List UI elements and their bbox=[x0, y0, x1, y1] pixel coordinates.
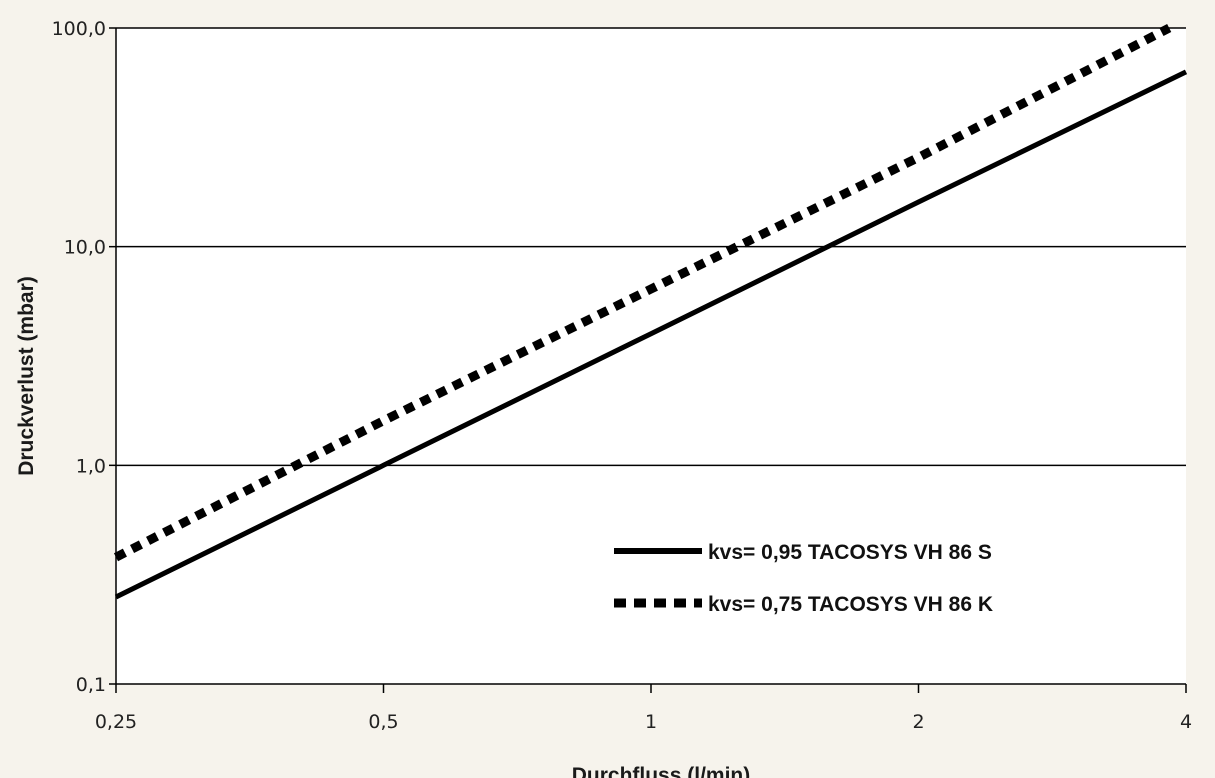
y-tick-label-3: 100,0 bbox=[52, 18, 106, 40]
x-tick-label-0: 0,25 bbox=[95, 711, 137, 733]
y-tick-label-1: 1,0 bbox=[76, 455, 106, 477]
series-line-1 bbox=[113, 24, 1172, 562]
x-axis-title: Durchfluss (l/min) bbox=[572, 764, 751, 778]
x-tick-label-4: 4 bbox=[1180, 711, 1192, 733]
series-line-0 bbox=[114, 69, 1188, 600]
legend: kvs= 0,95 TACOSYS VH 86 S kvs= 0,75 TACOS… bbox=[614, 541, 993, 616]
legend-label-1: kvs= 0,75 TACOSYS VH 86 K bbox=[708, 593, 993, 616]
axes bbox=[109, 27, 1187, 693]
series-lines bbox=[113, 24, 1188, 600]
plot-area bbox=[116, 28, 1186, 684]
x-tick-label-1: 0,5 bbox=[368, 711, 398, 733]
tick-labels: 0,25 0,5 1 2 4 0,1 1,0 10,0 100,0 bbox=[52, 18, 1192, 733]
x-tick-label-2: 1 bbox=[645, 711, 657, 733]
y-tick-label-0: 0,1 bbox=[76, 674, 106, 696]
plot-background bbox=[116, 28, 1186, 684]
y-axis-title: Druckverlust (mbar) bbox=[15, 276, 38, 476]
x-tick-label-3: 2 bbox=[912, 711, 924, 733]
legend-label-0: kvs= 0,95 TACOSYS VH 86 S bbox=[708, 541, 992, 564]
y-tick-label-2: 10,0 bbox=[64, 237, 106, 259]
